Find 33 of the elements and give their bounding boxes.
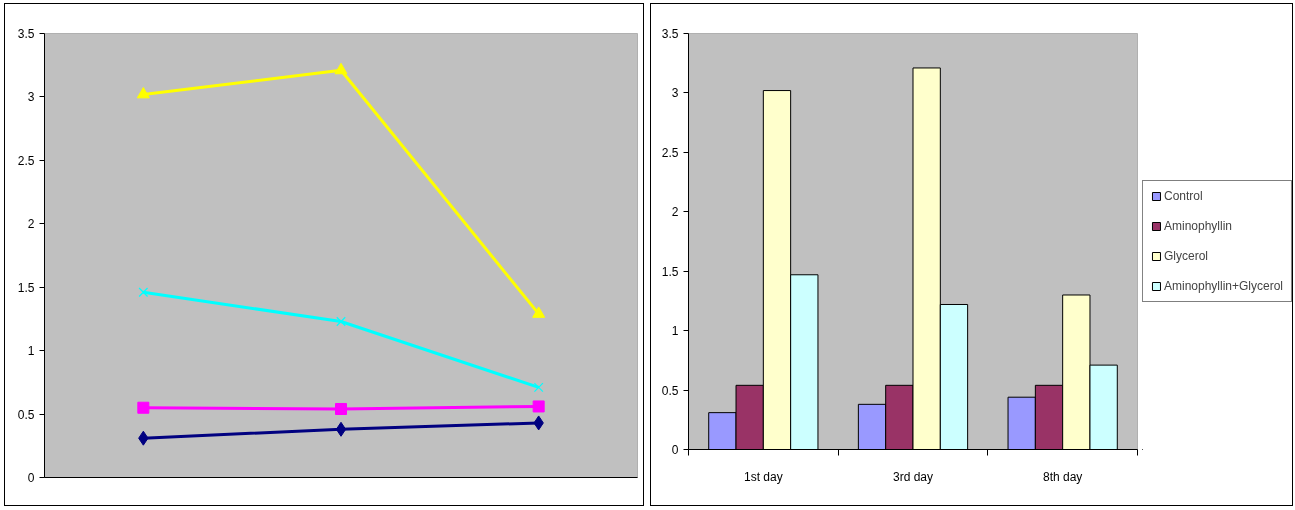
y-tick-label: 2 — [671, 205, 679, 220]
point — [136, 86, 150, 99]
y-tick-label: 2.5 — [661, 145, 679, 160]
y-tick-label: 1.5 — [17, 280, 35, 295]
point — [336, 316, 346, 327]
y-tick-label: 3 — [27, 90, 35, 105]
x-tick-label: 3rd day — [892, 469, 934, 484]
legend-label: Aminophyllin+Glycerol — [1163, 279, 1284, 293]
point — [335, 403, 347, 415]
legend-label: Glycerol — [1163, 249, 1208, 263]
x-tick-label: 8th day — [1042, 469, 1083, 484]
legend-label: Aminophyllin — [1163, 219, 1233, 233]
point — [138, 287, 149, 298]
x-tick-label: 1st day — [743, 469, 783, 484]
y-tick-label: 3.5 — [17, 27, 35, 41]
y-tick-label: 3.5 — [661, 27, 679, 41]
y-tick-label: 0 — [27, 471, 35, 485]
point — [137, 401, 150, 414]
point — [532, 306, 546, 318]
y-tick-label: 2 — [27, 217, 35, 232]
y-tick-label: 1 — [27, 344, 35, 359]
point — [335, 421, 347, 437]
point — [533, 382, 544, 393]
y-tick-label: 1 — [671, 324, 679, 339]
point — [532, 400, 545, 413]
legend-label: Control — [1163, 189, 1203, 203]
y-tick-label: 0 — [671, 443, 679, 457]
y-tick-label: 3 — [671, 86, 679, 101]
y-tick-label: 0.5 — [661, 383, 679, 398]
y-tick-label: 2.5 — [17, 153, 35, 168]
y-tick-label: 1.5 — [661, 264, 679, 279]
y-tick-label: 0.5 — [17, 407, 35, 422]
point — [334, 62, 348, 75]
